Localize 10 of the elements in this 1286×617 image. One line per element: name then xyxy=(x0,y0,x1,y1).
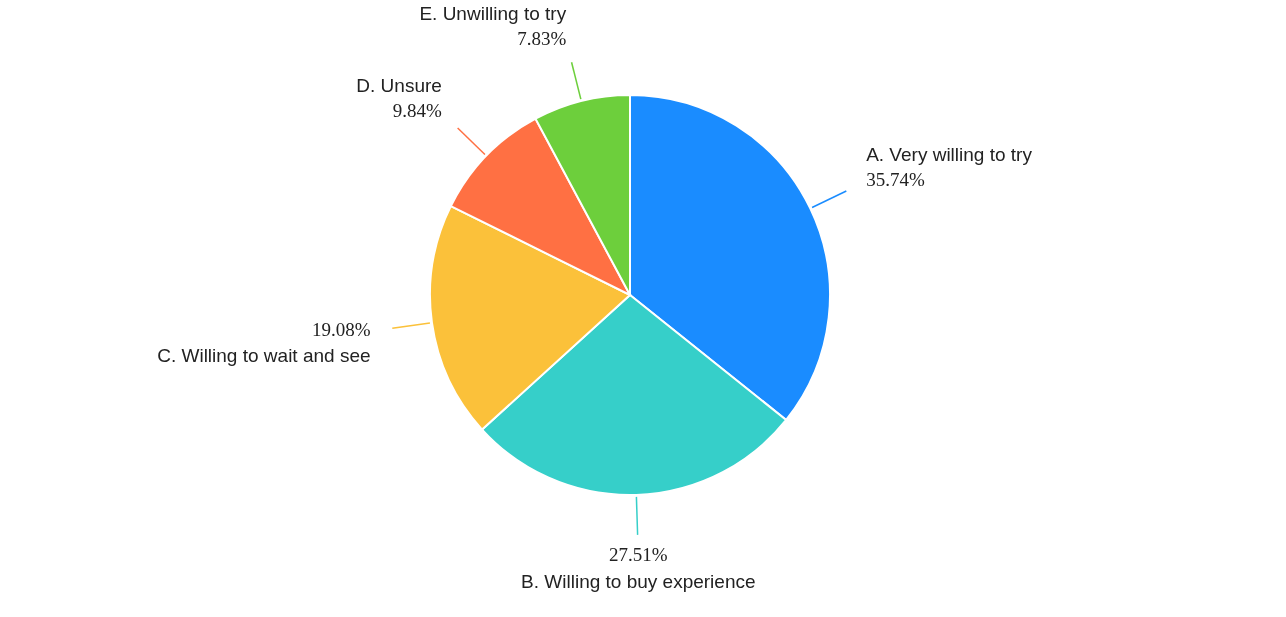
data-label: 7.83% xyxy=(517,28,567,50)
data-label: 35.74% xyxy=(866,168,925,190)
slice-label: C. Willing to wait and see xyxy=(157,345,371,367)
slice-label: A. Very willing to try xyxy=(866,143,1033,165)
data-label: 9.84% xyxy=(392,100,443,122)
data-label: 27.51% xyxy=(609,544,668,566)
slice-label: E. Unwilling to try xyxy=(419,2,567,24)
data-label: 19.08% xyxy=(311,318,371,340)
slice-label: D. Unsure xyxy=(356,74,442,96)
slice-label: B. Willing to buy experience xyxy=(521,570,756,592)
